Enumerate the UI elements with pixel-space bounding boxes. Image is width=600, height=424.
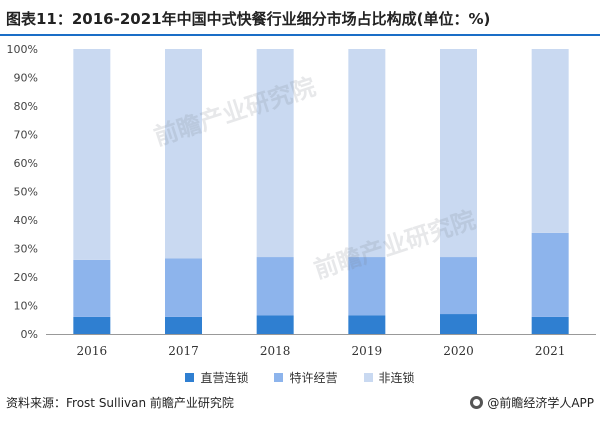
legend-item-non-chain: 非连锁 [363,369,415,386]
brand-label: @前瞻经济学人APP [487,396,594,410]
legend-label-franchise: 特许经营 [289,370,338,385]
bar-segment-franchise [440,257,477,315]
bar-segment-franchise [73,259,111,317]
legend-swatch-franchise [274,372,284,382]
bar-segment-direct [440,314,477,334]
bar-segment-franchise [531,232,569,317]
legend-swatch-non-chain [363,372,373,382]
chart-title: 图表11：2016-2021年中国中式快餐行业细分市场占比构成(单位：%) [6,10,491,28]
legend-item-franchise: 特许经营 [274,369,338,386]
x-tick-label: 2021 [535,344,566,358]
y-tick-label: 40% [14,214,38,227]
bar-segment-non-chain [531,49,569,233]
bar-segment-franchise [256,257,294,316]
bar-segment-non-chain [348,49,386,258]
legend-item-direct: 直营连锁 [185,369,248,386]
bar-segment-franchise [165,258,202,317]
bar-segment-direct [531,316,569,334]
x-tick-label: 2020 [443,344,474,358]
bar-segment-non-chain [256,49,294,258]
y-tick-label: 10% [14,300,38,313]
y-tick-label: 100% [7,43,38,56]
source-note: 资料来源：Frost Sullivan 前瞻产业研究院 [6,396,234,410]
legend-label-non-chain: 非连锁 [378,370,415,385]
x-tick-label: 2017 [168,344,199,358]
bar-segment-non-chain [165,49,202,259]
bar-segment-direct [165,316,202,334]
bar-segment-non-chain [73,49,111,260]
stacked-bar-chart: 0% 10% 20% 30% 40% 50% 60% 70% 80% 90% 100% 2016 201… [7,43,596,358]
y-tick-label: 90% [14,72,38,85]
y-tick-label: 70% [14,129,38,142]
title-bar: 图表11：2016-2021年中国中式快餐行业细分市场占比构成(单位：%) [0,0,600,36]
legend-swatch-direct [185,372,195,382]
x-tick-label: 2018 [260,344,291,358]
bar-segment-direct [256,315,294,334]
bar-segment-direct [73,316,111,334]
brand-logo-icon [470,396,484,409]
bar-segment-franchise [348,257,386,316]
y-tick-label: 0% [21,328,38,341]
bar-segment-non-chain [440,49,477,258]
bar-segment-direct [348,315,386,334]
y-tick-label: 80% [14,100,38,113]
y-tick-label: 30% [14,243,38,256]
brand: @前瞻经济学人APP [470,394,594,411]
y-tick-label: 20% [14,271,38,284]
x-tick-label: 2019 [352,344,383,358]
x-tick-label: 2016 [77,344,108,358]
footer: 资料来源：Frost Sullivan 前瞻产业研究院 @前瞻经济学人APP [0,390,600,424]
legend-label-direct: 直营连锁 [200,370,249,385]
y-tick-label: 60% [14,157,38,170]
legend: 直营连锁 特许经营 非连锁 [0,368,600,386]
y-tick-label: 50% [14,186,38,199]
